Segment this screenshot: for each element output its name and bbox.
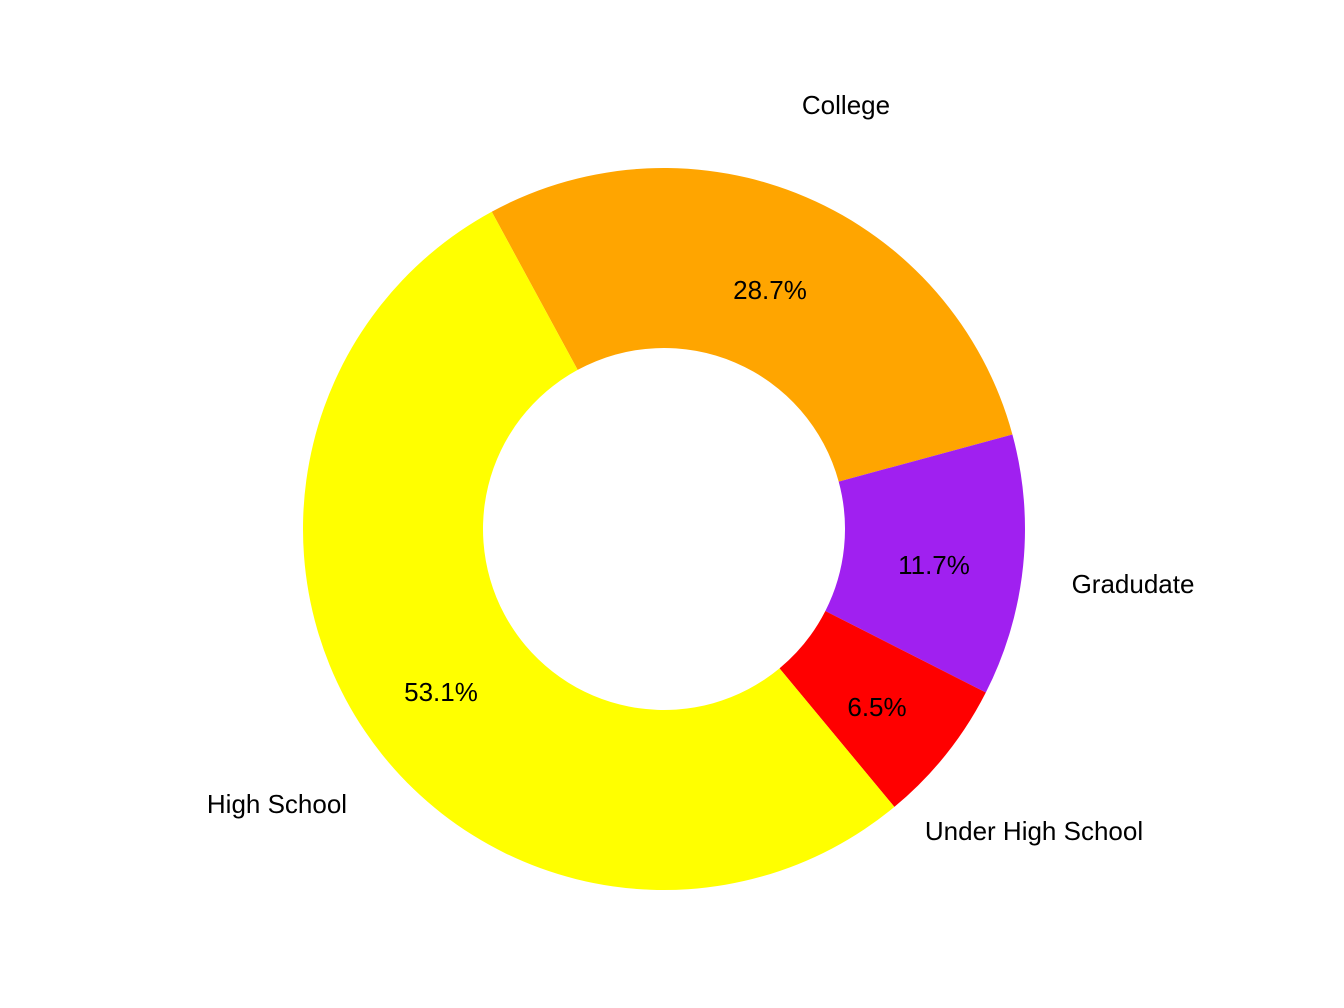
slice-high-school [302,211,895,891]
donut-slices [302,168,1025,891]
category-label: College [802,90,890,120]
category-labels: College Gradudate Under High School High Sc… [207,90,1195,846]
category-label: High School [207,789,347,819]
percentage-label: 53.1% [404,677,478,707]
slice-college [491,168,1013,482]
percentage-label: 28.7% [733,275,807,305]
percentage-label: 11.7% [898,550,970,580]
slice-gradudate [825,434,1025,693]
category-label: Gradudate [1072,569,1195,599]
percentage-labels: 28.7% 11.7% 6.5% 53.1% [404,275,970,722]
percentage-label: 6.5% [847,692,906,722]
slice-under-high-school [779,611,986,807]
category-label: Under High School [925,816,1143,846]
